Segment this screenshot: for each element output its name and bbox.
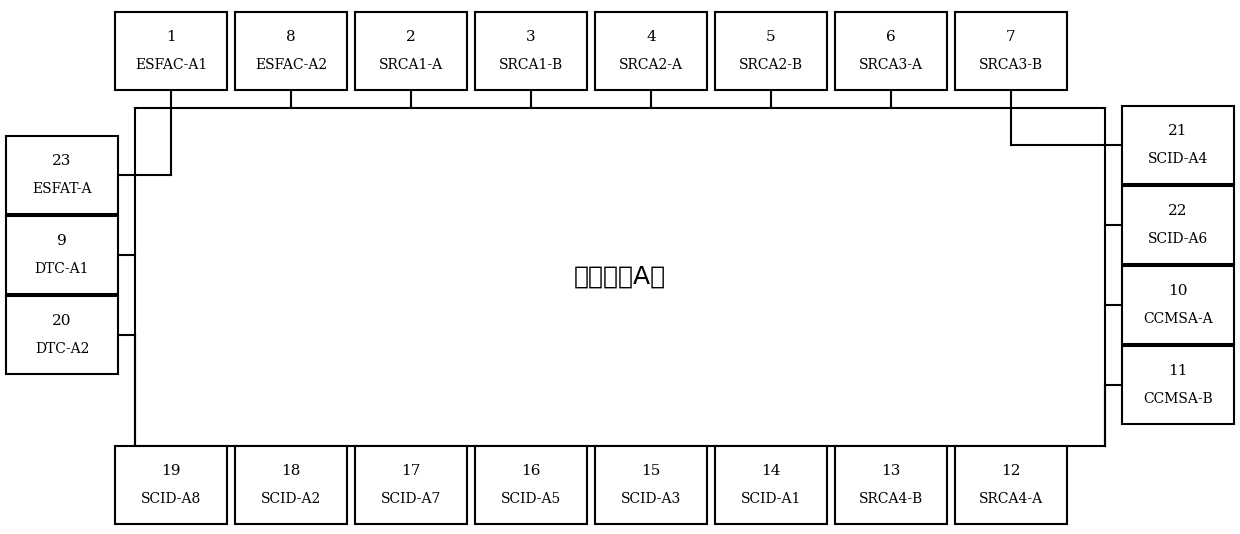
Text: 12: 12 [1001, 464, 1021, 478]
Text: SRCA2-A: SRCA2-A [619, 58, 683, 72]
Text: SCID-A4: SCID-A4 [1148, 152, 1208, 166]
Text: 8: 8 [286, 30, 296, 44]
Text: 5: 5 [766, 30, 776, 44]
Text: 11: 11 [1168, 364, 1188, 378]
Text: 13: 13 [882, 464, 900, 478]
Text: CCMSA-A: CCMSA-A [1143, 312, 1213, 326]
Text: 15: 15 [641, 464, 661, 478]
FancyBboxPatch shape [955, 446, 1066, 524]
FancyBboxPatch shape [6, 296, 118, 374]
Text: 7: 7 [1006, 30, 1016, 44]
FancyBboxPatch shape [1122, 346, 1234, 424]
Text: SRCA1-B: SRCA1-B [498, 58, 563, 72]
FancyBboxPatch shape [595, 446, 707, 524]
Text: DTC-A1: DTC-A1 [35, 262, 89, 276]
FancyBboxPatch shape [595, 12, 707, 90]
Text: 6: 6 [887, 30, 895, 44]
Text: ESFAC-A1: ESFAC-A1 [135, 58, 207, 72]
Text: 2: 2 [407, 30, 415, 44]
Text: SRCA4-B: SRCA4-B [859, 492, 923, 506]
Text: SRCA1-A: SRCA1-A [379, 58, 443, 72]
FancyBboxPatch shape [715, 446, 827, 524]
Text: 23: 23 [52, 154, 72, 168]
FancyBboxPatch shape [1122, 266, 1234, 344]
FancyBboxPatch shape [715, 12, 827, 90]
FancyBboxPatch shape [6, 216, 118, 294]
Text: ESFAT-A: ESFAT-A [32, 182, 92, 196]
FancyBboxPatch shape [236, 446, 347, 524]
FancyBboxPatch shape [1122, 106, 1234, 184]
FancyBboxPatch shape [115, 446, 227, 524]
Text: 4: 4 [646, 30, 656, 44]
Text: 21: 21 [1168, 124, 1188, 138]
Text: 3: 3 [526, 30, 536, 44]
Text: CCMSA-B: CCMSA-B [1143, 392, 1213, 406]
FancyBboxPatch shape [6, 136, 118, 214]
FancyBboxPatch shape [835, 446, 947, 524]
Text: SRCA2-B: SRCA2-B [739, 58, 804, 72]
Text: 10: 10 [1168, 284, 1188, 298]
FancyBboxPatch shape [1122, 186, 1234, 264]
Text: SCID-A3: SCID-A3 [621, 492, 681, 506]
FancyBboxPatch shape [955, 12, 1066, 90]
Text: DTC-A2: DTC-A2 [35, 342, 89, 356]
Text: SRCA3-B: SRCA3-B [978, 58, 1043, 72]
Text: 安全总线A列: 安全总线A列 [574, 265, 666, 289]
Text: 17: 17 [402, 464, 420, 478]
Text: SCID-A2: SCID-A2 [260, 492, 321, 506]
Text: 1: 1 [166, 30, 176, 44]
Text: SCID-A6: SCID-A6 [1148, 232, 1208, 246]
Text: SRCA4-A: SRCA4-A [978, 492, 1043, 506]
Text: SRCA3-A: SRCA3-A [859, 58, 923, 72]
Text: 9: 9 [57, 234, 67, 248]
FancyBboxPatch shape [475, 446, 587, 524]
FancyBboxPatch shape [236, 12, 347, 90]
FancyBboxPatch shape [835, 12, 947, 90]
Text: 20: 20 [52, 314, 72, 328]
Text: 18: 18 [281, 464, 300, 478]
FancyBboxPatch shape [475, 12, 587, 90]
FancyBboxPatch shape [355, 446, 467, 524]
Text: SCID-A7: SCID-A7 [381, 492, 441, 506]
FancyBboxPatch shape [115, 12, 227, 90]
FancyBboxPatch shape [355, 12, 467, 90]
Text: 22: 22 [1168, 204, 1188, 218]
Text: 19: 19 [161, 464, 181, 478]
Text: SCID-A5: SCID-A5 [501, 492, 562, 506]
Text: 14: 14 [761, 464, 781, 478]
Text: SCID-A8: SCID-A8 [141, 492, 201, 506]
Text: 16: 16 [521, 464, 541, 478]
Text: ESFAC-A2: ESFAC-A2 [255, 58, 327, 72]
Text: SCID-A1: SCID-A1 [740, 492, 801, 506]
